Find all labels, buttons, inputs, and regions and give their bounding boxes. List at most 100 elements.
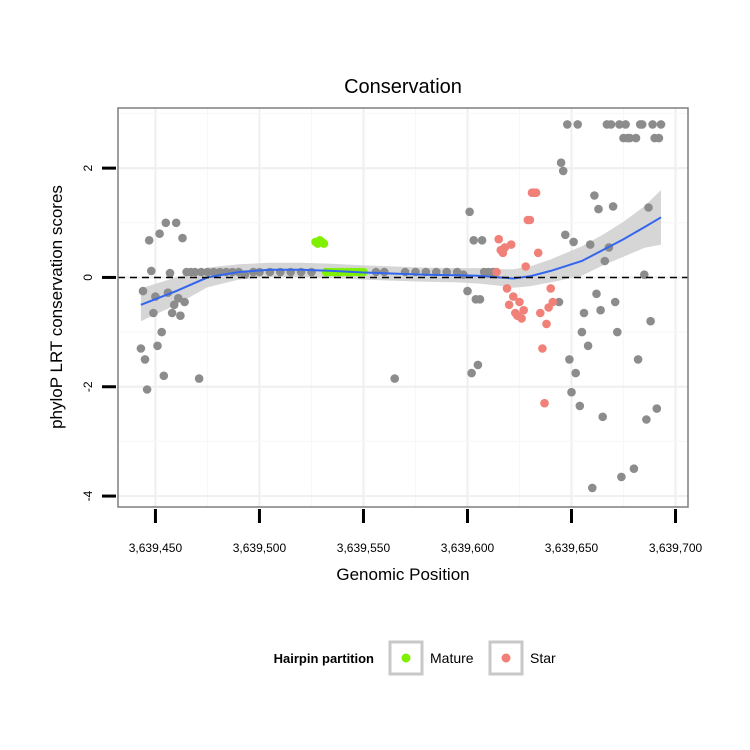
point-mature	[319, 239, 329, 248]
point-other	[165, 268, 175, 278]
point-other	[159, 371, 169, 381]
point-other	[255, 267, 264, 277]
x-tick-label: 3,639,650	[545, 541, 599, 555]
point-other	[149, 308, 158, 318]
point-other	[203, 267, 212, 277]
point-other	[178, 233, 187, 243]
x-tick-label: 3,639,450	[129, 541, 183, 555]
series-star	[492, 188, 558, 408]
x-tick-label: 3,639,550	[337, 541, 391, 555]
point-star	[509, 292, 518, 301]
y-axis-title: phyloP LRT conservation scores	[47, 185, 66, 429]
point-other	[585, 240, 595, 249]
point-other	[176, 311, 185, 321]
point-other	[625, 133, 635, 143]
point-star	[525, 215, 535, 225]
y-axis: -4 -2 0 2	[81, 164, 116, 501]
point-other	[475, 295, 485, 304]
point-star	[546, 284, 555, 293]
point-other	[169, 300, 179, 310]
point-other	[565, 355, 574, 364]
point-other	[180, 297, 189, 307]
point-other	[654, 133, 664, 143]
point-other	[590, 191, 599, 200]
point-other	[592, 289, 601, 299]
legend-entry-mature: Mature	[388, 640, 474, 676]
point-star	[536, 308, 545, 318]
y-tick-label: -4	[81, 490, 95, 501]
legend-entry-star: Star	[488, 640, 556, 676]
point-other	[469, 236, 479, 245]
point-other	[138, 286, 148, 296]
x-axis-title: Genomic Position	[336, 565, 469, 584]
point-other	[190, 267, 200, 277]
point-other	[167, 308, 177, 318]
point-star	[515, 297, 524, 307]
plot-background	[118, 108, 688, 507]
plot-border	[117, 107, 689, 508]
point-other	[606, 120, 616, 129]
point-other	[567, 387, 576, 397]
point-other	[569, 237, 578, 247]
point-other	[209, 267, 218, 277]
point-other	[307, 267, 316, 277]
point-other	[629, 464, 639, 474]
y-tick-label: 2	[81, 164, 95, 171]
x-tick-label: 3,639,500	[233, 541, 287, 555]
point-other	[558, 166, 568, 176]
point-other	[577, 327, 587, 337]
point-star	[517, 314, 526, 323]
point-other	[563, 120, 572, 129]
smooth-line-layer	[140, 216, 662, 306]
point-star	[506, 240, 516, 249]
point-other	[575, 401, 585, 411]
x-tick-label: 3,639,600	[441, 541, 495, 555]
y-tick-label: -2	[81, 381, 95, 392]
point-other	[617, 472, 626, 482]
point-other	[174, 293, 183, 303]
legend: Hairpin partition Mature Star	[274, 640, 556, 676]
point-other	[644, 203, 653, 212]
point-other	[573, 120, 582, 129]
point-other	[142, 385, 152, 394]
point-other	[155, 229, 164, 238]
point-star	[519, 305, 528, 315]
plot-area	[117, 107, 689, 508]
point-star	[494, 234, 504, 244]
point-other	[467, 368, 476, 378]
point-star	[538, 344, 547, 353]
legend-title: Hairpin partition	[274, 651, 374, 666]
smooth-line	[140, 216, 662, 306]
point-other	[600, 256, 610, 266]
point-star	[492, 267, 501, 277]
point-other	[147, 266, 156, 276]
point-other	[656, 120, 666, 129]
point-other	[596, 305, 605, 315]
legend-dot-mature	[401, 653, 411, 663]
point-star	[531, 188, 541, 197]
y-tick-label: 0	[81, 274, 95, 281]
point-star	[521, 262, 530, 271]
x-axis: 3,639,450 3,639,500 3,639,550 3,639,600 3,63…	[129, 509, 703, 555]
point-other	[390, 374, 400, 383]
legend-label-mature: Mature	[430, 650, 474, 666]
point-other	[613, 327, 622, 337]
point-star	[540, 398, 549, 408]
point-other	[194, 374, 204, 383]
point-other	[380, 267, 389, 277]
point-other	[642, 415, 651, 424]
point-star	[548, 297, 558, 307]
point-other	[561, 230, 570, 240]
point-other	[196, 267, 206, 277]
point-other	[637, 120, 647, 129]
point-other	[571, 368, 580, 378]
point-other	[631, 133, 641, 143]
legend-dot-star	[501, 653, 511, 663]
point-star	[542, 319, 551, 329]
x-tick-label: 3,639,700	[649, 541, 703, 555]
point-other	[579, 308, 589, 318]
point-other	[554, 297, 564, 307]
point-other	[140, 355, 150, 364]
point-other	[473, 360, 483, 370]
